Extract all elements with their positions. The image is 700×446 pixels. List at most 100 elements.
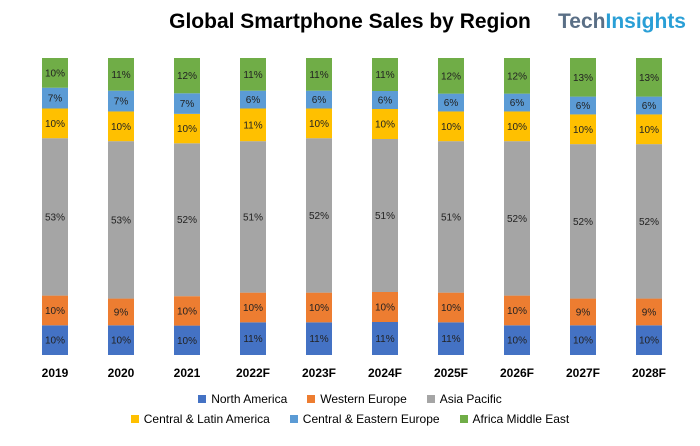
data-label: 10% [441, 303, 461, 314]
data-label: 10% [573, 336, 593, 347]
x-tick-label: 2022F [236, 366, 270, 380]
x-tick-label: 2026F [500, 366, 534, 380]
data-label: 10% [111, 122, 131, 133]
legend-item: Western Europe [307, 392, 407, 406]
legend-label: Asia Pacific [439, 392, 502, 406]
bar-segment [108, 90, 134, 112]
bar-segment [42, 87, 68, 109]
bar-segment [306, 322, 332, 355]
bar-segment [306, 108, 332, 139]
legend-item: Central & Eastern Europe [289, 412, 440, 426]
x-tick-label: 2024F [368, 366, 402, 380]
data-label: 10% [573, 125, 593, 136]
bar-segment [570, 58, 596, 97]
data-label: 10% [507, 306, 527, 317]
data-label: 11% [309, 70, 328, 81]
data-label: 10% [309, 119, 329, 130]
bar-segment [372, 322, 398, 355]
chart-title: Global Smartphone Sales by Region [169, 10, 531, 33]
bar-segment [240, 108, 266, 142]
data-label: 9% [114, 307, 129, 318]
bar-segment [372, 109, 398, 139]
legend-swatch [307, 395, 316, 403]
bar-segment [42, 138, 68, 296]
data-label: 10% [375, 303, 395, 314]
bar-segment [636, 325, 662, 355]
bar-segment [372, 91, 398, 109]
data-label: 11% [375, 70, 394, 81]
data-label: 7% [180, 99, 195, 110]
brand-logo-part2: Insights [605, 10, 686, 33]
bar-segment [108, 298, 134, 326]
data-label: 52% [309, 211, 329, 222]
x-tick-label: 2023F [302, 366, 336, 380]
bar-segment [636, 58, 662, 97]
data-label: 51% [441, 212, 461, 223]
legend-item: Africa Middle East [459, 412, 570, 426]
brand-logo: TechInsights [558, 10, 686, 34]
bar-segment [240, 141, 266, 293]
bar-segment [240, 322, 266, 355]
data-label: 10% [507, 122, 527, 133]
data-label: 10% [507, 336, 527, 347]
data-label: 10% [177, 124, 197, 135]
data-label: 10% [309, 303, 329, 314]
legend-swatch [130, 415, 139, 423]
bar-segment [438, 58, 464, 94]
data-label: 51% [375, 211, 395, 222]
bar-segment [174, 296, 200, 326]
bar-segment [174, 143, 200, 297]
bar-segment [42, 325, 68, 355]
bar-segment [42, 295, 68, 326]
data-label: 52% [573, 217, 593, 228]
data-label: 9% [576, 307, 591, 318]
bar-segment [240, 58, 266, 91]
legend-swatch [426, 395, 435, 403]
data-label: 6% [312, 95, 327, 106]
bar-segment [570, 96, 596, 115]
data-label: 52% [507, 214, 527, 225]
bar-segment [174, 113, 200, 144]
data-label: 10% [45, 336, 65, 347]
bar-segment [438, 322, 464, 355]
bar-segment [174, 325, 200, 355]
legend: North America Western Europe Asia Pacific … [0, 392, 700, 432]
data-label: 7% [48, 94, 63, 105]
data-label: 13% [639, 73, 659, 84]
legend-item: Central & Latin America [130, 412, 270, 426]
x-tick-label: 2025F [434, 366, 468, 380]
legend-row: North America Western Europe Asia Pacific [0, 392, 700, 406]
bar-segment [42, 58, 68, 88]
bar-segment [240, 90, 266, 109]
legend-swatch [198, 395, 207, 403]
legend-label: Africa Middle East [472, 412, 570, 426]
bar-segment [570, 298, 596, 326]
x-tick-label: 2019 [42, 366, 69, 380]
data-label: 6% [576, 101, 591, 112]
legend-swatch [289, 415, 298, 423]
bar-segment [372, 58, 398, 91]
data-label: 11% [243, 70, 262, 81]
data-label: 6% [378, 96, 393, 107]
bar-segment [636, 298, 662, 326]
data-label: 53% [45, 212, 65, 223]
legend-label: Western Europe [320, 392, 407, 406]
x-tick-label: 2020 [108, 366, 135, 380]
bar-segment [504, 93, 530, 112]
data-label: 6% [510, 98, 525, 109]
data-label: 11% [243, 334, 262, 345]
data-label: 11% [375, 334, 394, 345]
data-label: 10% [45, 306, 65, 317]
legend-label: Central & Eastern Europe [302, 412, 440, 426]
bar-segment [108, 325, 134, 355]
bar-segment [504, 295, 530, 326]
bar-segment [108, 111, 134, 142]
bar-segment [372, 139, 398, 292]
bar-segment [504, 325, 530, 355]
data-label: 10% [177, 336, 197, 347]
data-label: 10% [111, 336, 131, 347]
data-label: 52% [177, 215, 197, 226]
data-label: 6% [444, 98, 459, 109]
data-label: 12% [441, 71, 461, 82]
bar-segment [108, 58, 134, 91]
